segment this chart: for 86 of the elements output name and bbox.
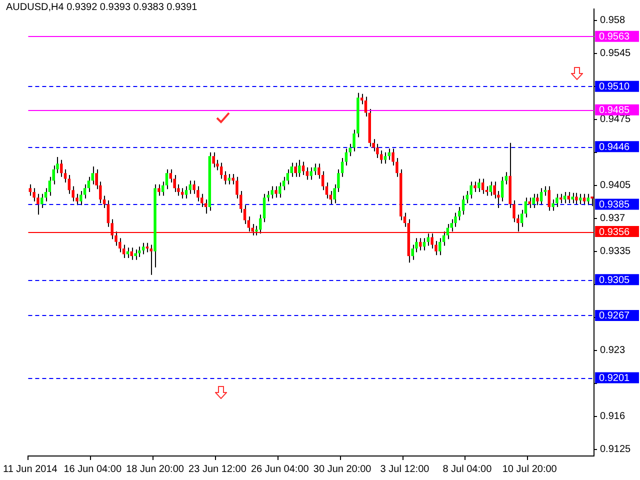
ref-line-label: 0.9356 bbox=[599, 226, 630, 238]
candlestick bbox=[68, 174, 71, 194]
candlestick bbox=[556, 193, 558, 208]
candlestick bbox=[567, 191, 570, 204]
ref-line-label: 0.9446 bbox=[599, 142, 630, 153]
candlestick bbox=[493, 181, 496, 200]
candlestick bbox=[212, 152, 215, 168]
ref-line-label: 0.9305 bbox=[599, 274, 630, 286]
x-tick-label: 11 Jun 2014 bbox=[3, 464, 58, 475]
y-tick-label: 0.9125 bbox=[600, 444, 632, 456]
ref-line-label: 0.9267 bbox=[599, 310, 630, 322]
candlestick bbox=[426, 232, 430, 246]
y-tick-label: 0.937 bbox=[600, 213, 626, 224]
candlestick bbox=[489, 181, 492, 196]
candlestick bbox=[40, 193, 44, 208]
y-tick-label: 0.958 bbox=[600, 15, 626, 26]
candlestick bbox=[150, 244, 152, 276]
x-tick-label: 16 Jun 04:00 bbox=[64, 464, 122, 475]
candlestick bbox=[192, 180, 196, 194]
candlestick bbox=[380, 150, 383, 164]
candlestick bbox=[60, 159, 63, 178]
candlestick bbox=[454, 212, 457, 228]
candlestick bbox=[500, 176, 504, 202]
x-tick-label: 26 Jun 04:00 bbox=[250, 464, 310, 475]
candlestick bbox=[586, 193, 590, 206]
candlestick bbox=[278, 182, 282, 198]
candlestick bbox=[146, 242, 149, 253]
candlestick bbox=[481, 178, 484, 194]
candlestick bbox=[294, 162, 297, 178]
x-tick-label: 30 Jun 20:00 bbox=[313, 464, 372, 475]
candlestick bbox=[138, 246, 141, 258]
candlestick bbox=[298, 159, 301, 178]
candlestick bbox=[470, 181, 472, 200]
ref-line-label: 0.9485 bbox=[599, 105, 630, 116]
candlestick bbox=[220, 162, 223, 180]
candlestick bbox=[134, 248, 137, 260]
x-tick-label: 10 Jul 20:00 bbox=[502, 464, 558, 475]
candlestick bbox=[274, 186, 278, 198]
y-tick-label: 0.9545 bbox=[600, 48, 632, 60]
ref-line-label: 0.9563 bbox=[599, 32, 630, 43]
y-tick-label: 0.916 bbox=[600, 411, 626, 422]
candlestick bbox=[411, 244, 414, 260]
y-tick-label: 0.9475 bbox=[600, 114, 632, 126]
ref-line-label: 0.9510 bbox=[599, 82, 630, 93]
candlestick bbox=[180, 188, 184, 200]
candlestick bbox=[158, 184, 160, 196]
y-tick-label: 0.9335 bbox=[600, 246, 632, 258]
candlestick bbox=[306, 166, 309, 180]
candlestick bbox=[255, 225, 258, 236]
candlestick bbox=[262, 193, 266, 223]
chart-title: AUDUSD,H4 0.9392 0.9393 0.9383 0.9391 bbox=[6, 2, 198, 13]
candlestick bbox=[28, 184, 32, 196]
ref-line-label: 0.9385 bbox=[599, 199, 630, 210]
candlestick bbox=[571, 192, 574, 204]
candlestick bbox=[552, 198, 554, 212]
y-tick-label: 0.923 bbox=[600, 345, 626, 356]
candlestick bbox=[184, 186, 188, 200]
candlestick bbox=[540, 188, 543, 206]
candlestick bbox=[376, 143, 379, 158]
candlestick bbox=[474, 181, 476, 192]
candlestick bbox=[32, 188, 36, 202]
candlestick bbox=[559, 193, 562, 204]
candlestick bbox=[314, 163, 316, 176]
candlestick bbox=[578, 193, 582, 205]
candlestick bbox=[563, 191, 566, 204]
candlestick bbox=[80, 190, 82, 206]
candlestick bbox=[548, 186, 550, 212]
candlestick bbox=[344, 148, 348, 166]
candlestick bbox=[310, 166, 312, 180]
candlestick bbox=[142, 242, 145, 255]
candlestick bbox=[270, 186, 274, 200]
candlestick bbox=[438, 238, 442, 256]
candlestick bbox=[582, 193, 586, 206]
ref-line-label: 0.9201 bbox=[599, 372, 630, 384]
candlestick bbox=[462, 195, 465, 216]
candlestick bbox=[478, 178, 480, 192]
y-tick-label: 0.9405 bbox=[600, 180, 632, 192]
candlestick bbox=[575, 192, 578, 205]
x-tick-label: 18 Jun 20:00 bbox=[126, 464, 184, 475]
x-tick-label: 8 Jul 04:00 bbox=[442, 464, 492, 475]
candlestick bbox=[544, 186, 547, 196]
candlestick bbox=[384, 152, 387, 164]
candlestick bbox=[532, 193, 535, 208]
x-tick-label: 23 Jun 12:00 bbox=[188, 464, 247, 475]
candlestick bbox=[536, 193, 539, 206]
x-tick-label: 3 Jul 12:00 bbox=[380, 464, 430, 475]
